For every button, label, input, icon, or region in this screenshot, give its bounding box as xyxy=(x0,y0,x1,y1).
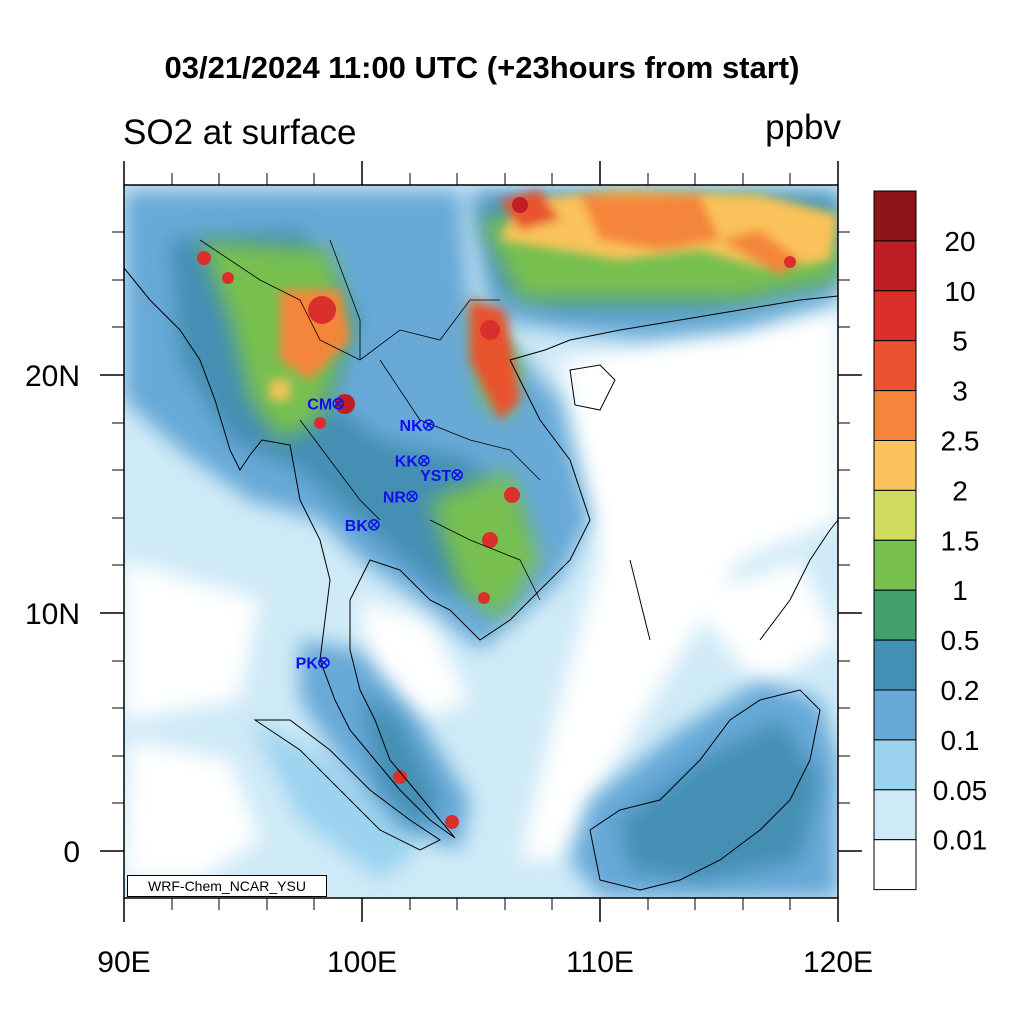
y-tick-label-10n: 10N xyxy=(25,598,80,631)
y-tick-label-0: 0 xyxy=(63,836,80,869)
colorbar-swatch xyxy=(873,340,917,392)
colorbar-label: 1.5 xyxy=(941,525,980,556)
model-credit-label: WRF-Chem_NCAR_YSU xyxy=(127,875,327,897)
colorbar-label: 0.05 xyxy=(933,775,988,806)
station-yst: YST xyxy=(420,468,463,485)
colorbar-swatch xyxy=(873,739,917,791)
station-label: BK xyxy=(345,518,369,535)
so2-field xyxy=(124,185,838,898)
station-cm: CM xyxy=(307,397,344,414)
high-concentration-field xyxy=(270,190,838,420)
station-cross-icon xyxy=(424,421,433,430)
station-cross-icon xyxy=(334,399,343,408)
station-nr: NR xyxy=(383,489,418,506)
station-marker-icon xyxy=(318,656,330,669)
colorbar-swatch xyxy=(873,489,917,541)
station-cross-icon xyxy=(369,520,378,529)
x-tick-label-120e: 120E xyxy=(803,946,873,979)
x-tick-label-90e: 90E xyxy=(97,946,150,979)
colorbar-swatch xyxy=(873,639,917,691)
y-tick-label-20n: 20N xyxy=(25,360,80,393)
colorbar-label: 10 xyxy=(944,276,975,307)
colorbar-swatch xyxy=(873,839,917,891)
station-kk: KK xyxy=(395,454,430,471)
coastlines xyxy=(124,267,838,891)
colorbar: 20 10 5 3 2.5 2 1.5 1 0.5 0.2 0.1 0.05 0.01 xyxy=(873,190,988,891)
colorbar-swatch xyxy=(873,539,917,591)
station-label: NK xyxy=(400,418,424,435)
colorbar-label: 20 xyxy=(944,226,975,257)
colorbar-swatch xyxy=(873,589,917,641)
x-tick-label-110e: 110E xyxy=(566,946,634,979)
station-cross-icon xyxy=(407,492,417,501)
colorbar-swatch xyxy=(873,240,917,292)
colorbar-swatch xyxy=(873,190,917,242)
station-marker-icon xyxy=(368,519,380,531)
station-marker-icon xyxy=(451,469,463,481)
colorbar-label: 2 xyxy=(952,475,968,506)
colorbar-label: 1 xyxy=(952,575,968,606)
station-label: PK xyxy=(296,656,319,673)
colorbar-swatch xyxy=(873,390,917,442)
colorbar-swatch xyxy=(873,689,917,741)
colorbar-label: 3 xyxy=(952,376,968,407)
station-marker-icon xyxy=(422,419,435,431)
station-label: NR xyxy=(383,489,407,506)
colorbar-label: 5 xyxy=(952,326,968,357)
station-label: KK xyxy=(395,454,419,471)
colorbar-swatch xyxy=(873,290,917,342)
units-label: ppbv xyxy=(765,108,841,147)
station-marker-icon xyxy=(406,490,418,503)
station-pk: PK xyxy=(296,656,330,673)
colorbar-label: 0.01 xyxy=(933,825,988,856)
colorbar-label: 2.5 xyxy=(941,426,980,457)
country-borders xyxy=(199,239,541,601)
x-tick-label-100e: 100E xyxy=(327,946,397,979)
map-title: 03/21/2024 11:00 UTC (+23hours from star… xyxy=(164,50,800,85)
y-tick-labels: 20N 10N 0 xyxy=(25,360,80,869)
minor-ticks xyxy=(112,173,850,910)
station-marker-icon xyxy=(418,454,430,467)
station-nk: NK xyxy=(400,418,435,435)
station-marker-icon xyxy=(332,397,344,410)
station-label: YST xyxy=(420,468,451,485)
colorbar-label: 0.5 xyxy=(941,625,980,656)
station-cross-icon xyxy=(453,470,462,479)
station-cross-icon xyxy=(319,658,328,667)
axis-ticks xyxy=(100,161,862,922)
colorbar-label: 0.1 xyxy=(941,725,980,756)
colorbar-label: 0.2 xyxy=(941,675,980,706)
plot-frame xyxy=(123,184,839,899)
colorbar-swatch xyxy=(873,789,917,841)
station-label: CM xyxy=(307,397,332,414)
station-cross-icon xyxy=(419,456,428,465)
x-tick-labels: 90E 100E 110E 120E xyxy=(97,946,873,979)
variable-label: SO2 at surface xyxy=(123,113,357,152)
colorbar-swatch xyxy=(873,440,917,491)
station-bk: BK xyxy=(345,518,380,535)
